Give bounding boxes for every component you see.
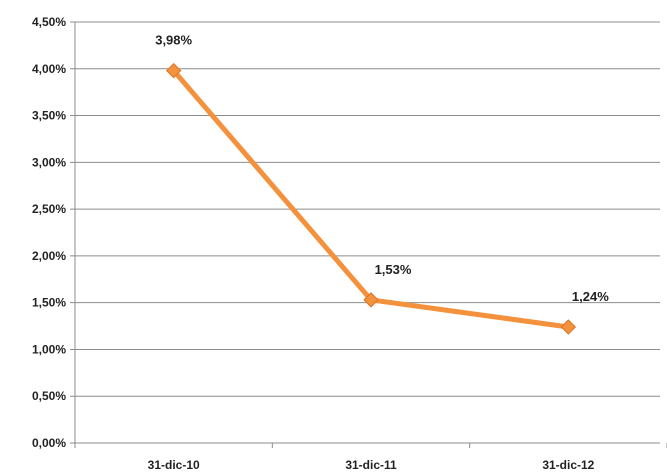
x-axis-ticks: 31-dic-10 31-dic-11 31-dic-12 xyxy=(148,458,595,472)
data-label: 1,53% xyxy=(375,262,412,277)
x-tick-label: 31-dic-11 xyxy=(345,458,397,472)
y-tick-label: 4,00% xyxy=(32,62,66,76)
gridlines xyxy=(70,21,667,448)
y-tick-label: 4,50% xyxy=(32,15,66,29)
y-tick-label: 1,00% xyxy=(32,342,66,356)
y-tick-label: 3,00% xyxy=(32,155,66,169)
y-tick-label: 2,50% xyxy=(32,202,66,216)
x-tick-label: 31-dic-10 xyxy=(148,458,200,472)
data-label: 3,98% xyxy=(155,33,192,48)
data-labels: 3,98% 1,53% 1,24% xyxy=(155,33,609,304)
data-point-marker xyxy=(363,292,379,308)
series-group xyxy=(165,62,577,335)
y-tick-label: 3,50% xyxy=(32,109,66,123)
y-tick-label: 2,00% xyxy=(32,249,66,263)
data-label: 1,24% xyxy=(572,289,609,304)
y-axis-ticks: 0,00% 0,50% 1,00% 1,50% 2,00% 2,50% 3,00% 3,50%… xyxy=(32,15,66,450)
series-line xyxy=(171,68,571,330)
y-tick-label: 0,00% xyxy=(32,436,66,450)
data-point-marker xyxy=(560,319,577,335)
y-tick-label: 0,50% xyxy=(32,389,66,403)
y-tick-label: 1,50% xyxy=(32,296,66,310)
data-point-marker xyxy=(165,62,182,79)
x-tick-label: 31-dic-12 xyxy=(542,458,594,472)
